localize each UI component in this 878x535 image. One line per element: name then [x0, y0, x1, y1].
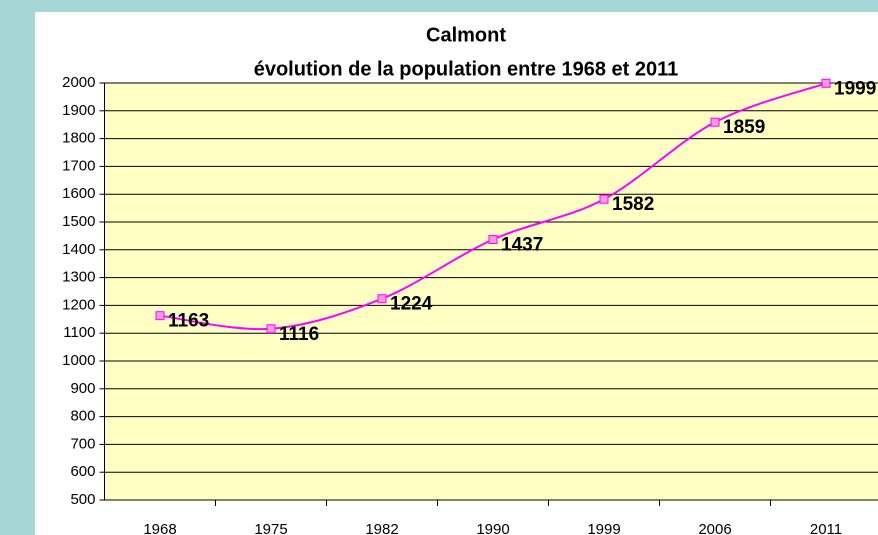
value-label: 1116 — [279, 324, 319, 345]
value-label: 1999 — [834, 78, 876, 99]
x-tick-label: 1999 — [587, 521, 620, 535]
y-tick-label: 2000 — [62, 74, 95, 91]
y-tick-label: 700 — [70, 435, 95, 452]
y-tick-label: 1400 — [62, 241, 95, 258]
y-tick-label: 500 — [70, 491, 95, 508]
chart-title: Calmont — [426, 24, 506, 46]
y-tick-label: 1500 — [62, 213, 95, 230]
y-tick-label: 1100 — [63, 324, 95, 341]
marker — [488, 235, 498, 245]
value-label: 1437 — [501, 235, 543, 256]
y-tick-label: 1000 — [62, 352, 95, 369]
x-tick-label: 1990 — [476, 521, 509, 535]
marker — [599, 194, 609, 204]
plot-area — [104, 82, 878, 501]
y-tick-label: 1600 — [62, 185, 95, 202]
marker — [266, 324, 276, 334]
x-tick-label: 1975 — [254, 521, 287, 535]
y-tick-label: 800 — [70, 408, 95, 425]
marker — [377, 294, 387, 304]
x-tick-label: 2011 — [810, 521, 842, 535]
y-tick-label: 600 — [70, 463, 95, 480]
value-label: 1224 — [390, 294, 433, 315]
value-label: 1582 — [612, 194, 654, 215]
x-tick-label: 1982 — [365, 521, 398, 535]
x-tick-label: 1968 — [143, 521, 176, 535]
value-label: 1859 — [723, 117, 765, 138]
x-tick-label: 2006 — [698, 521, 731, 535]
y-tick-label: 1800 — [62, 130, 95, 147]
y-tick-label: 1700 — [62, 157, 95, 174]
marker — [821, 78, 831, 88]
y-tick-label: 1300 — [62, 269, 95, 286]
marker — [155, 311, 165, 321]
y-tick-label: 1200 — [62, 296, 95, 313]
chart-subtitle: évolution de la population entre 1968 et… — [254, 58, 679, 80]
y-tick-label: 1900 — [62, 102, 95, 119]
y-tick-label: 900 — [70, 380, 95, 397]
marker — [710, 117, 720, 127]
value-label: 1163 — [168, 311, 209, 332]
